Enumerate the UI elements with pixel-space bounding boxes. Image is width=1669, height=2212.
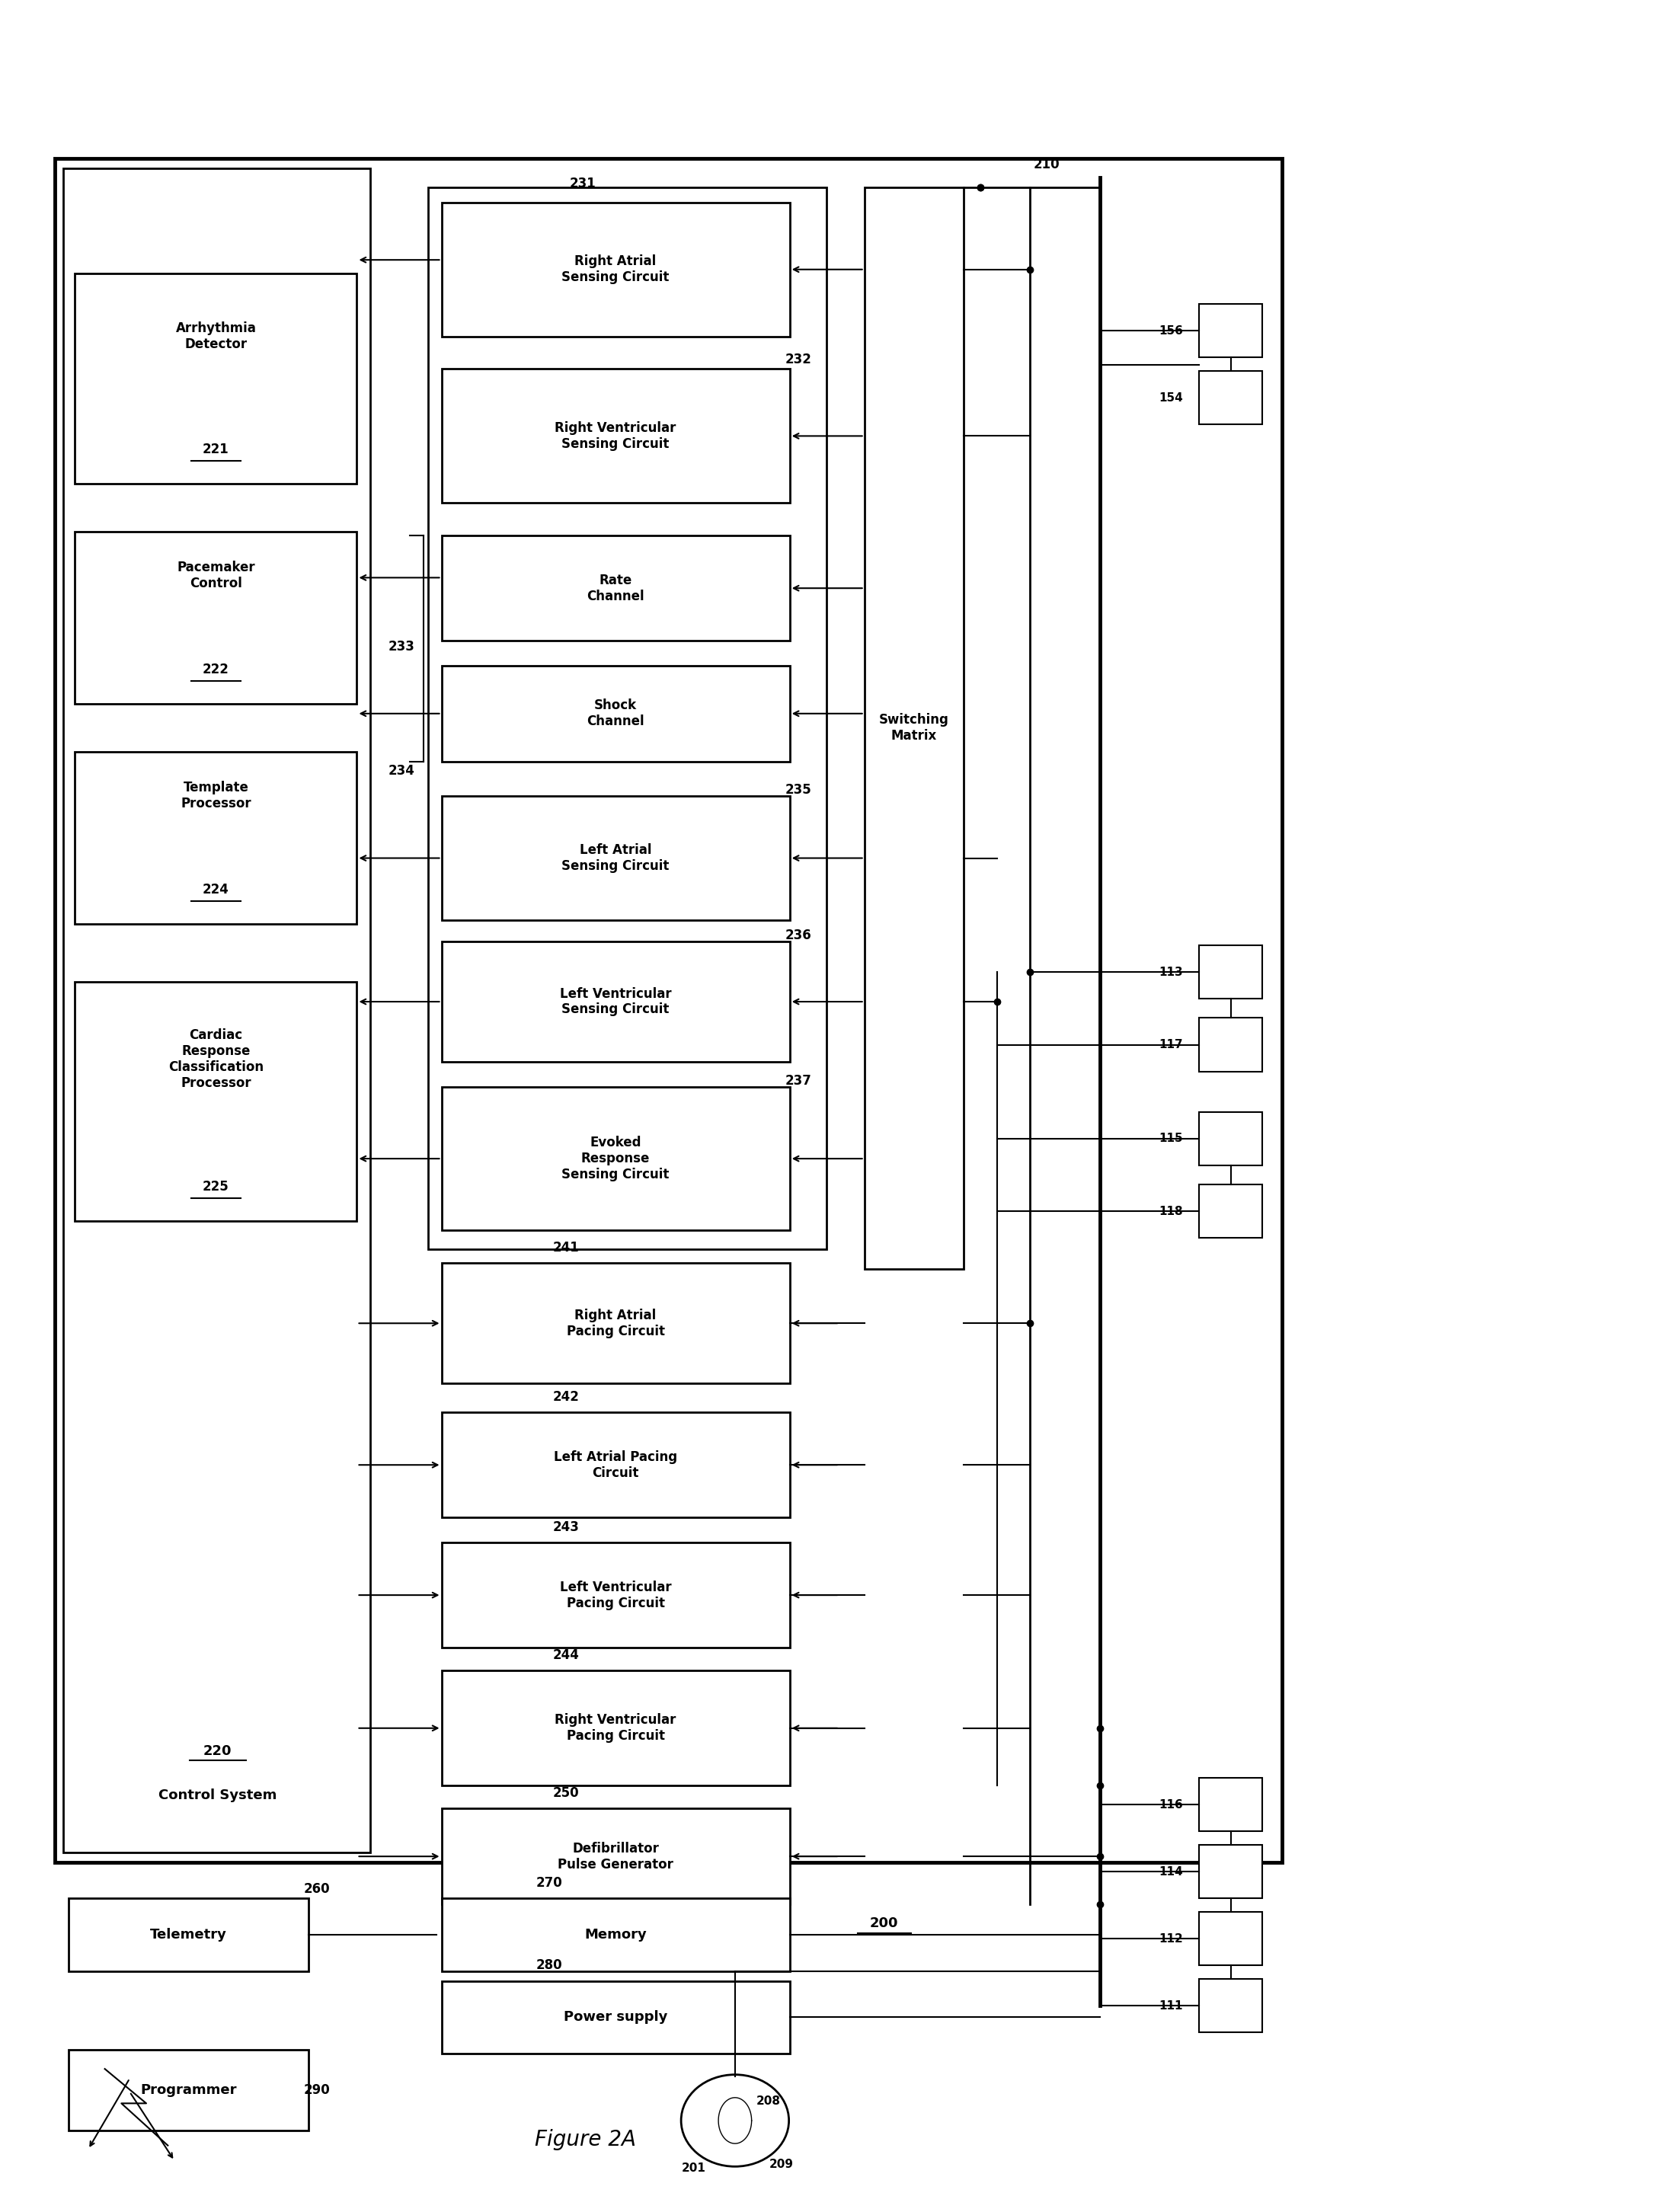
Text: 290: 290: [304, 2084, 330, 2097]
FancyBboxPatch shape: [442, 1898, 789, 1971]
FancyBboxPatch shape: [1200, 1911, 1262, 1966]
Text: 244: 244: [552, 1648, 579, 1661]
FancyBboxPatch shape: [442, 1809, 789, 1905]
FancyBboxPatch shape: [442, 942, 789, 1062]
FancyBboxPatch shape: [442, 1980, 789, 2053]
Text: 209: 209: [769, 2159, 794, 2170]
FancyBboxPatch shape: [442, 204, 789, 336]
Text: 236: 236: [784, 929, 811, 942]
Text: 225: 225: [202, 1179, 229, 1192]
Text: 116: 116: [1158, 1798, 1183, 1809]
Text: 233: 233: [389, 639, 416, 653]
Text: Defibrillator
Pulse Generator: Defibrillator Pulse Generator: [557, 1843, 673, 1871]
FancyBboxPatch shape: [1200, 1183, 1262, 1239]
Text: 241: 241: [552, 1241, 579, 1254]
Text: 221: 221: [202, 442, 229, 456]
FancyBboxPatch shape: [63, 168, 371, 1854]
Text: Power supply: Power supply: [564, 2011, 668, 2024]
Text: Figure 2A: Figure 2A: [536, 2128, 636, 2150]
Text: Left Ventricular
Sensing Circuit: Left Ventricular Sensing Circuit: [559, 987, 671, 1018]
Text: 200: 200: [870, 1916, 898, 1931]
Text: 222: 222: [202, 664, 229, 677]
FancyBboxPatch shape: [442, 796, 789, 920]
FancyBboxPatch shape: [865, 188, 965, 1270]
FancyBboxPatch shape: [1200, 1113, 1262, 1166]
FancyBboxPatch shape: [1200, 303, 1262, 358]
Text: 114: 114: [1158, 1867, 1183, 1878]
Text: 115: 115: [1158, 1133, 1183, 1144]
FancyBboxPatch shape: [1200, 1018, 1262, 1071]
Text: Right Ventricular
Pacing Circuit: Right Ventricular Pacing Circuit: [554, 1714, 676, 1743]
Text: 232: 232: [784, 352, 811, 367]
Text: 280: 280: [536, 1958, 562, 1973]
Text: Template
Processor: Template Processor: [180, 781, 252, 810]
FancyBboxPatch shape: [442, 369, 789, 502]
FancyBboxPatch shape: [442, 1263, 789, 1382]
Text: Left Atrial Pacing
Circuit: Left Atrial Pacing Circuit: [554, 1451, 678, 1480]
Text: 242: 242: [552, 1389, 579, 1405]
Text: 234: 234: [389, 763, 416, 779]
Text: 201: 201: [681, 2163, 706, 2174]
Text: 117: 117: [1158, 1040, 1183, 1051]
Text: 260: 260: [304, 1882, 330, 1896]
Text: Evoked
Response
Sensing Circuit: Evoked Response Sensing Circuit: [562, 1137, 669, 1181]
Text: 156: 156: [1158, 325, 1183, 336]
Text: Left Ventricular
Pacing Circuit: Left Ventricular Pacing Circuit: [559, 1579, 671, 1610]
Text: 270: 270: [536, 1876, 562, 1889]
Text: 113: 113: [1158, 967, 1183, 978]
FancyBboxPatch shape: [442, 1542, 789, 1648]
FancyBboxPatch shape: [442, 666, 789, 761]
FancyBboxPatch shape: [68, 2051, 309, 2130]
FancyBboxPatch shape: [68, 1898, 309, 1971]
Text: 118: 118: [1158, 1206, 1183, 1217]
FancyBboxPatch shape: [442, 1086, 789, 1230]
Text: Shock
Channel: Shock Channel: [587, 699, 644, 728]
Text: 111: 111: [1158, 2000, 1183, 2011]
Text: 224: 224: [202, 883, 229, 896]
FancyBboxPatch shape: [1200, 372, 1262, 425]
Text: 208: 208: [756, 2095, 781, 2108]
Text: Arrhythmia
Detector: Arrhythmia Detector: [175, 321, 257, 352]
Text: Right Atrial
Sensing Circuit: Right Atrial Sensing Circuit: [562, 254, 669, 283]
Text: Right Ventricular
Sensing Circuit: Right Ventricular Sensing Circuit: [554, 420, 676, 451]
FancyBboxPatch shape: [75, 752, 357, 925]
FancyBboxPatch shape: [1200, 945, 1262, 1000]
Ellipse shape: [681, 2075, 789, 2166]
Text: 237: 237: [784, 1075, 811, 1088]
Text: Switching
Matrix: Switching Matrix: [880, 712, 950, 743]
Text: 112: 112: [1158, 1933, 1183, 1944]
Text: Cardiac
Response
Classification
Processor: Cardiac Response Classification Processo…: [169, 1029, 264, 1091]
Text: Rate
Channel: Rate Channel: [587, 573, 644, 604]
FancyBboxPatch shape: [429, 188, 826, 1250]
Text: 235: 235: [784, 783, 811, 796]
Text: 210: 210: [1033, 157, 1060, 170]
Text: Pacemaker
Control: Pacemaker Control: [177, 562, 255, 591]
Text: 243: 243: [552, 1520, 579, 1533]
FancyBboxPatch shape: [442, 1411, 789, 1517]
FancyBboxPatch shape: [1200, 1845, 1262, 1898]
FancyBboxPatch shape: [75, 982, 357, 1221]
Text: 250: 250: [552, 1787, 579, 1801]
Text: Telemetry: Telemetry: [150, 1929, 227, 1942]
Text: Memory: Memory: [584, 1929, 646, 1942]
Text: 220: 220: [204, 1745, 232, 1759]
Text: Programmer: Programmer: [140, 2084, 237, 2097]
FancyBboxPatch shape: [1200, 1778, 1262, 1832]
Text: Left Atrial
Sensing Circuit: Left Atrial Sensing Circuit: [562, 843, 669, 874]
Text: Control System: Control System: [159, 1787, 277, 1803]
FancyBboxPatch shape: [442, 1670, 789, 1785]
Text: Right Atrial
Pacing Circuit: Right Atrial Pacing Circuit: [566, 1310, 664, 1338]
Text: 154: 154: [1158, 392, 1183, 403]
FancyBboxPatch shape: [75, 274, 357, 484]
FancyBboxPatch shape: [55, 159, 1282, 1863]
Text: 231: 231: [569, 177, 596, 190]
FancyBboxPatch shape: [75, 531, 357, 703]
FancyBboxPatch shape: [442, 535, 789, 641]
FancyBboxPatch shape: [1200, 1980, 1262, 2033]
